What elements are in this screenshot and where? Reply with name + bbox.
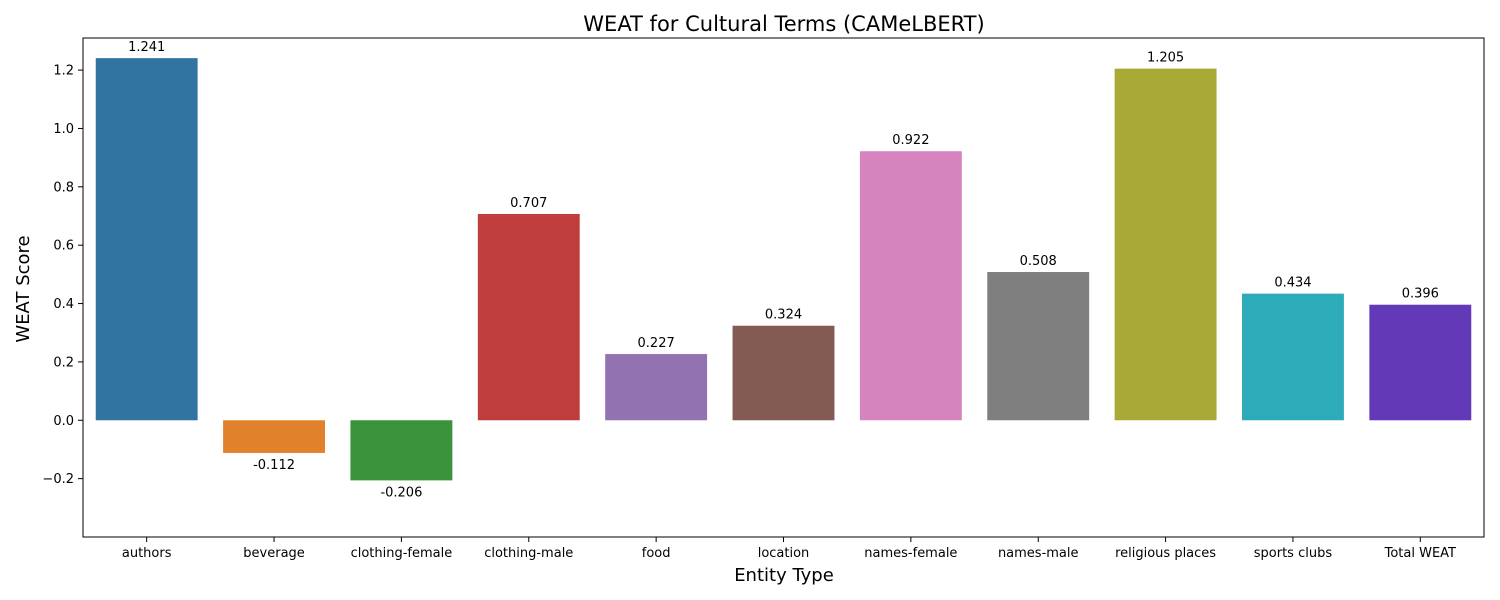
y-tick-label: 0.4 xyxy=(53,297,74,312)
bar-value-label: 1.241 xyxy=(128,40,165,55)
bar-clothing-female xyxy=(350,420,453,481)
bar-clothing-male xyxy=(477,213,580,421)
bar-total-weat xyxy=(1369,304,1472,421)
bar-value-label: 0.707 xyxy=(510,196,547,211)
bar-value-label: -0.206 xyxy=(380,485,422,500)
bar-value-label: 0.434 xyxy=(1274,276,1311,291)
bar-sports-clubs xyxy=(1242,293,1344,421)
x-tick-label: beverage xyxy=(243,546,305,561)
y-tick-label: 0.8 xyxy=(53,180,74,195)
y-tick-label: 0.0 xyxy=(53,414,74,429)
chart-title: WEAT for Cultural Terms (CAMeLBERT) xyxy=(583,12,984,36)
bar-religious-places xyxy=(1114,68,1217,421)
x-tick-label: authors xyxy=(122,546,172,561)
bar-value-label: 0.922 xyxy=(892,133,929,148)
y-tick-label: −0.2 xyxy=(42,472,74,487)
bar-value-label: 1.205 xyxy=(1147,51,1184,66)
y-tick-label: 1.0 xyxy=(53,122,74,137)
x-tick-label: religious places xyxy=(1115,546,1216,561)
bar-names-male xyxy=(987,272,1090,421)
x-tick-label: food xyxy=(642,546,671,561)
bar-beverage xyxy=(223,420,325,453)
x-tick-label: clothing-female xyxy=(351,546,453,561)
plot-area: 1.241 authors -0.112 beverage -0.206 clothing… xyxy=(42,37,1485,561)
plot-frame xyxy=(82,37,1485,538)
bar-value-label: 0.324 xyxy=(765,308,802,323)
bar-value-label: 0.227 xyxy=(638,336,675,351)
x-axis-title: Entity Type xyxy=(734,565,834,586)
y-tick-label: 1.2 xyxy=(53,64,74,79)
bar-names-female xyxy=(859,151,962,421)
x-tick-label: names-female xyxy=(864,546,957,561)
x-tick-label: names-male xyxy=(998,546,1079,561)
x-tick-label: Total WEAT xyxy=(1384,546,1456,561)
x-tick-label: sports clubs xyxy=(1254,546,1333,561)
bar-value-label: 0.508 xyxy=(1020,254,1057,269)
bar-food xyxy=(605,354,708,421)
bar-authors xyxy=(95,58,198,421)
bar-value-label: 0.396 xyxy=(1402,287,1439,302)
x-tick-label: clothing-male xyxy=(484,546,573,561)
y-tick-label: 0.2 xyxy=(53,355,74,370)
y-tick-label: 0.6 xyxy=(53,239,74,254)
bar-location xyxy=(732,325,835,421)
x-tick-label: location xyxy=(758,546,810,561)
bar-value-label: -0.112 xyxy=(253,458,295,473)
y-axis-title: WEAT Score xyxy=(13,235,34,342)
